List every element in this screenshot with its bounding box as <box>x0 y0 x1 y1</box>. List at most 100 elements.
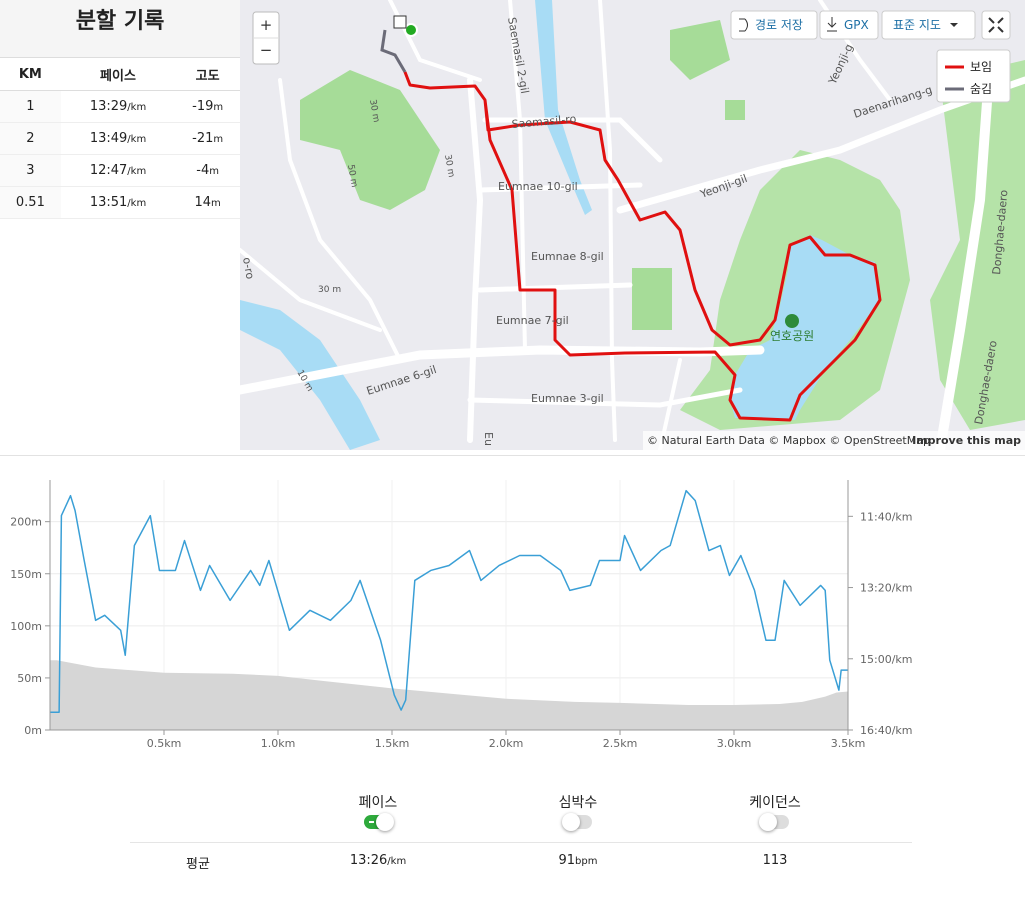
pace-value: 13:51 <box>89 195 128 210</box>
splits-panel: 분할 기록 KM 페이스 고도 1 13:29/km -19m 2 13:49/km -2… <box>0 0 241 450</box>
map-label: Eu <box>482 432 495 446</box>
save-route-button[interactable]: 경로 저장 <box>755 18 803 32</box>
map-style-button[interactable]: 표준 지도 <box>893 18 941 32</box>
x-tick-label: 2.0km <box>489 737 524 750</box>
map-label: 30 m <box>442 154 456 178</box>
map-label: 연호공원 <box>770 329 814 343</box>
pace-value: 13:49 <box>89 131 128 146</box>
toggle-switch[interactable] <box>562 813 592 831</box>
splits-table: KM 페이스 고도 1 13:29/km -19m 2 13:49/km -21m 3 12:… <box>0 57 240 219</box>
km-cell: 1 <box>0 90 61 123</box>
avg-value: 13:26 <box>349 853 388 868</box>
pace-value: 12:47 <box>89 163 128 178</box>
elev-value: 14 <box>194 195 212 210</box>
toggle-wrap <box>498 813 658 832</box>
pace-cell: 12:47/km <box>60 154 176 187</box>
elevation-area <box>50 660 848 730</box>
x-tick-label: 2.5km <box>603 737 638 750</box>
map-label: o-ro <box>240 256 257 280</box>
avg-unit: /km <box>387 856 407 867</box>
elev-unit: m <box>209 166 219 177</box>
header-cell: 페이스 <box>60 57 176 91</box>
pace-unit: /km <box>127 102 147 113</box>
pace-unit: /km <box>127 198 147 209</box>
avg-cell: 13:26/km <box>298 853 458 868</box>
pace-unit: /km <box>127 166 147 177</box>
split-row: 3 12:47/km -4m <box>0 154 240 187</box>
avg-unit: bpm <box>575 856 598 867</box>
summary-divider <box>130 842 912 843</box>
toggle-wrap <box>695 813 855 832</box>
gpx-button[interactable]: GPX <box>844 18 869 32</box>
divider <box>0 455 1025 456</box>
zoom-out[interactable]: − <box>260 41 273 59</box>
map[interactable]: Saemasil 2-gil Saemasil-ro Eumnae 10-gil… <box>240 0 1025 450</box>
y-tick-label: 150m <box>10 568 42 581</box>
header-row: KM 페이스 고도 <box>0 57 240 91</box>
profile-chart: 0m 50m 100m 150m 200m 0.5km 1.0km 1.5km 2.0km 2.5… <box>10 480 913 750</box>
toggle-switch[interactable] <box>759 813 789 831</box>
avg-value: 113 <box>762 853 788 868</box>
x-tick-label: 1.0km <box>261 737 296 750</box>
toggle-switch[interactable] <box>364 813 394 831</box>
km-cell: 0.51 <box>0 186 61 219</box>
map-label: 30 m <box>367 99 381 123</box>
x-tick-label: 3.0km <box>717 737 752 750</box>
y-tick-label: 200m <box>10 516 42 529</box>
split-row: 0.51 13:51/km 14m <box>0 186 240 219</box>
attribution: © Natural Earth Data © Mapbox © OpenStre… <box>647 434 930 447</box>
improve-map-link[interactable]: Improve this map <box>912 434 1021 447</box>
zoom-in[interactable]: + <box>260 16 273 34</box>
avg-cell: 91bpm <box>498 853 658 868</box>
y-tick-label: 0m <box>24 724 42 737</box>
map-label: Saemasil-ro <box>511 112 577 131</box>
elev-cell: -4m <box>175 154 240 187</box>
split-row: 2 13:49/km -21m <box>0 122 240 155</box>
avg-cell: 113 <box>695 853 855 868</box>
pace-value: 13:29 <box>89 99 128 114</box>
toggle-wrap <box>298 813 458 832</box>
toggle-label: 페이스 <box>358 795 398 811</box>
toggle-knob <box>376 813 394 831</box>
pace-unit: /km <box>127 134 147 145</box>
avg-value: 91 <box>558 853 576 868</box>
elev-unit: m <box>213 102 224 113</box>
split-row: 1 13:29/km -19m <box>0 90 240 123</box>
map-label: 30 m <box>318 285 341 295</box>
toggle-knob <box>759 813 777 831</box>
y2-tick-label: 16:40/km <box>860 724 913 737</box>
map-label: Eumnae 3-gil <box>531 392 604 405</box>
legend-visible[interactable]: 보임 <box>970 60 992 74</box>
header-cell: 고도 <box>175 57 240 91</box>
y-tick-label: 100m <box>10 620 42 633</box>
pace-cell: 13:49/km <box>60 122 176 155</box>
x-tick-label: 1.5km <box>375 737 410 750</box>
header-cell: KM <box>0 57 61 91</box>
km-cell: 2 <box>0 122 61 155</box>
elev-unit: m <box>211 198 221 209</box>
km-cell: 3 <box>0 154 61 187</box>
elev-cell: -21m <box>175 122 240 155</box>
toggle-knob <box>562 813 580 831</box>
pace-line <box>50 489 848 713</box>
avg-label: 평균 <box>186 857 210 872</box>
y2-tick-label: 15:00/km <box>860 653 913 666</box>
x-tick-label: 0.5km <box>147 737 182 750</box>
zoom-control: + − <box>252 11 280 65</box>
elev-value: -21 <box>192 131 214 146</box>
table-body: 1 13:29/km -19m 2 13:49/km -21m 3 12:47/km -4m 0.… <box>0 90 240 219</box>
x-tick-label: 3.5km <box>831 737 866 750</box>
map-label: Eumnae 10-gil <box>498 180 578 193</box>
y-tick-label: 50m <box>17 672 42 685</box>
elev-cell: 14m <box>175 186 240 219</box>
map-label: Eumnae 7-gil <box>496 314 569 327</box>
map-label: 50 m <box>345 164 359 188</box>
y2-tick-label: 13:20/km <box>860 582 913 595</box>
pace-cell: 13:29/km <box>60 90 176 123</box>
legend-hidden[interactable]: 숨김 <box>970 82 992 96</box>
toggle-label: 심박수 <box>558 795 598 811</box>
map-label: Eumnae 8-gil <box>531 250 604 263</box>
toggle-label: 케이던스 <box>749 795 801 811</box>
